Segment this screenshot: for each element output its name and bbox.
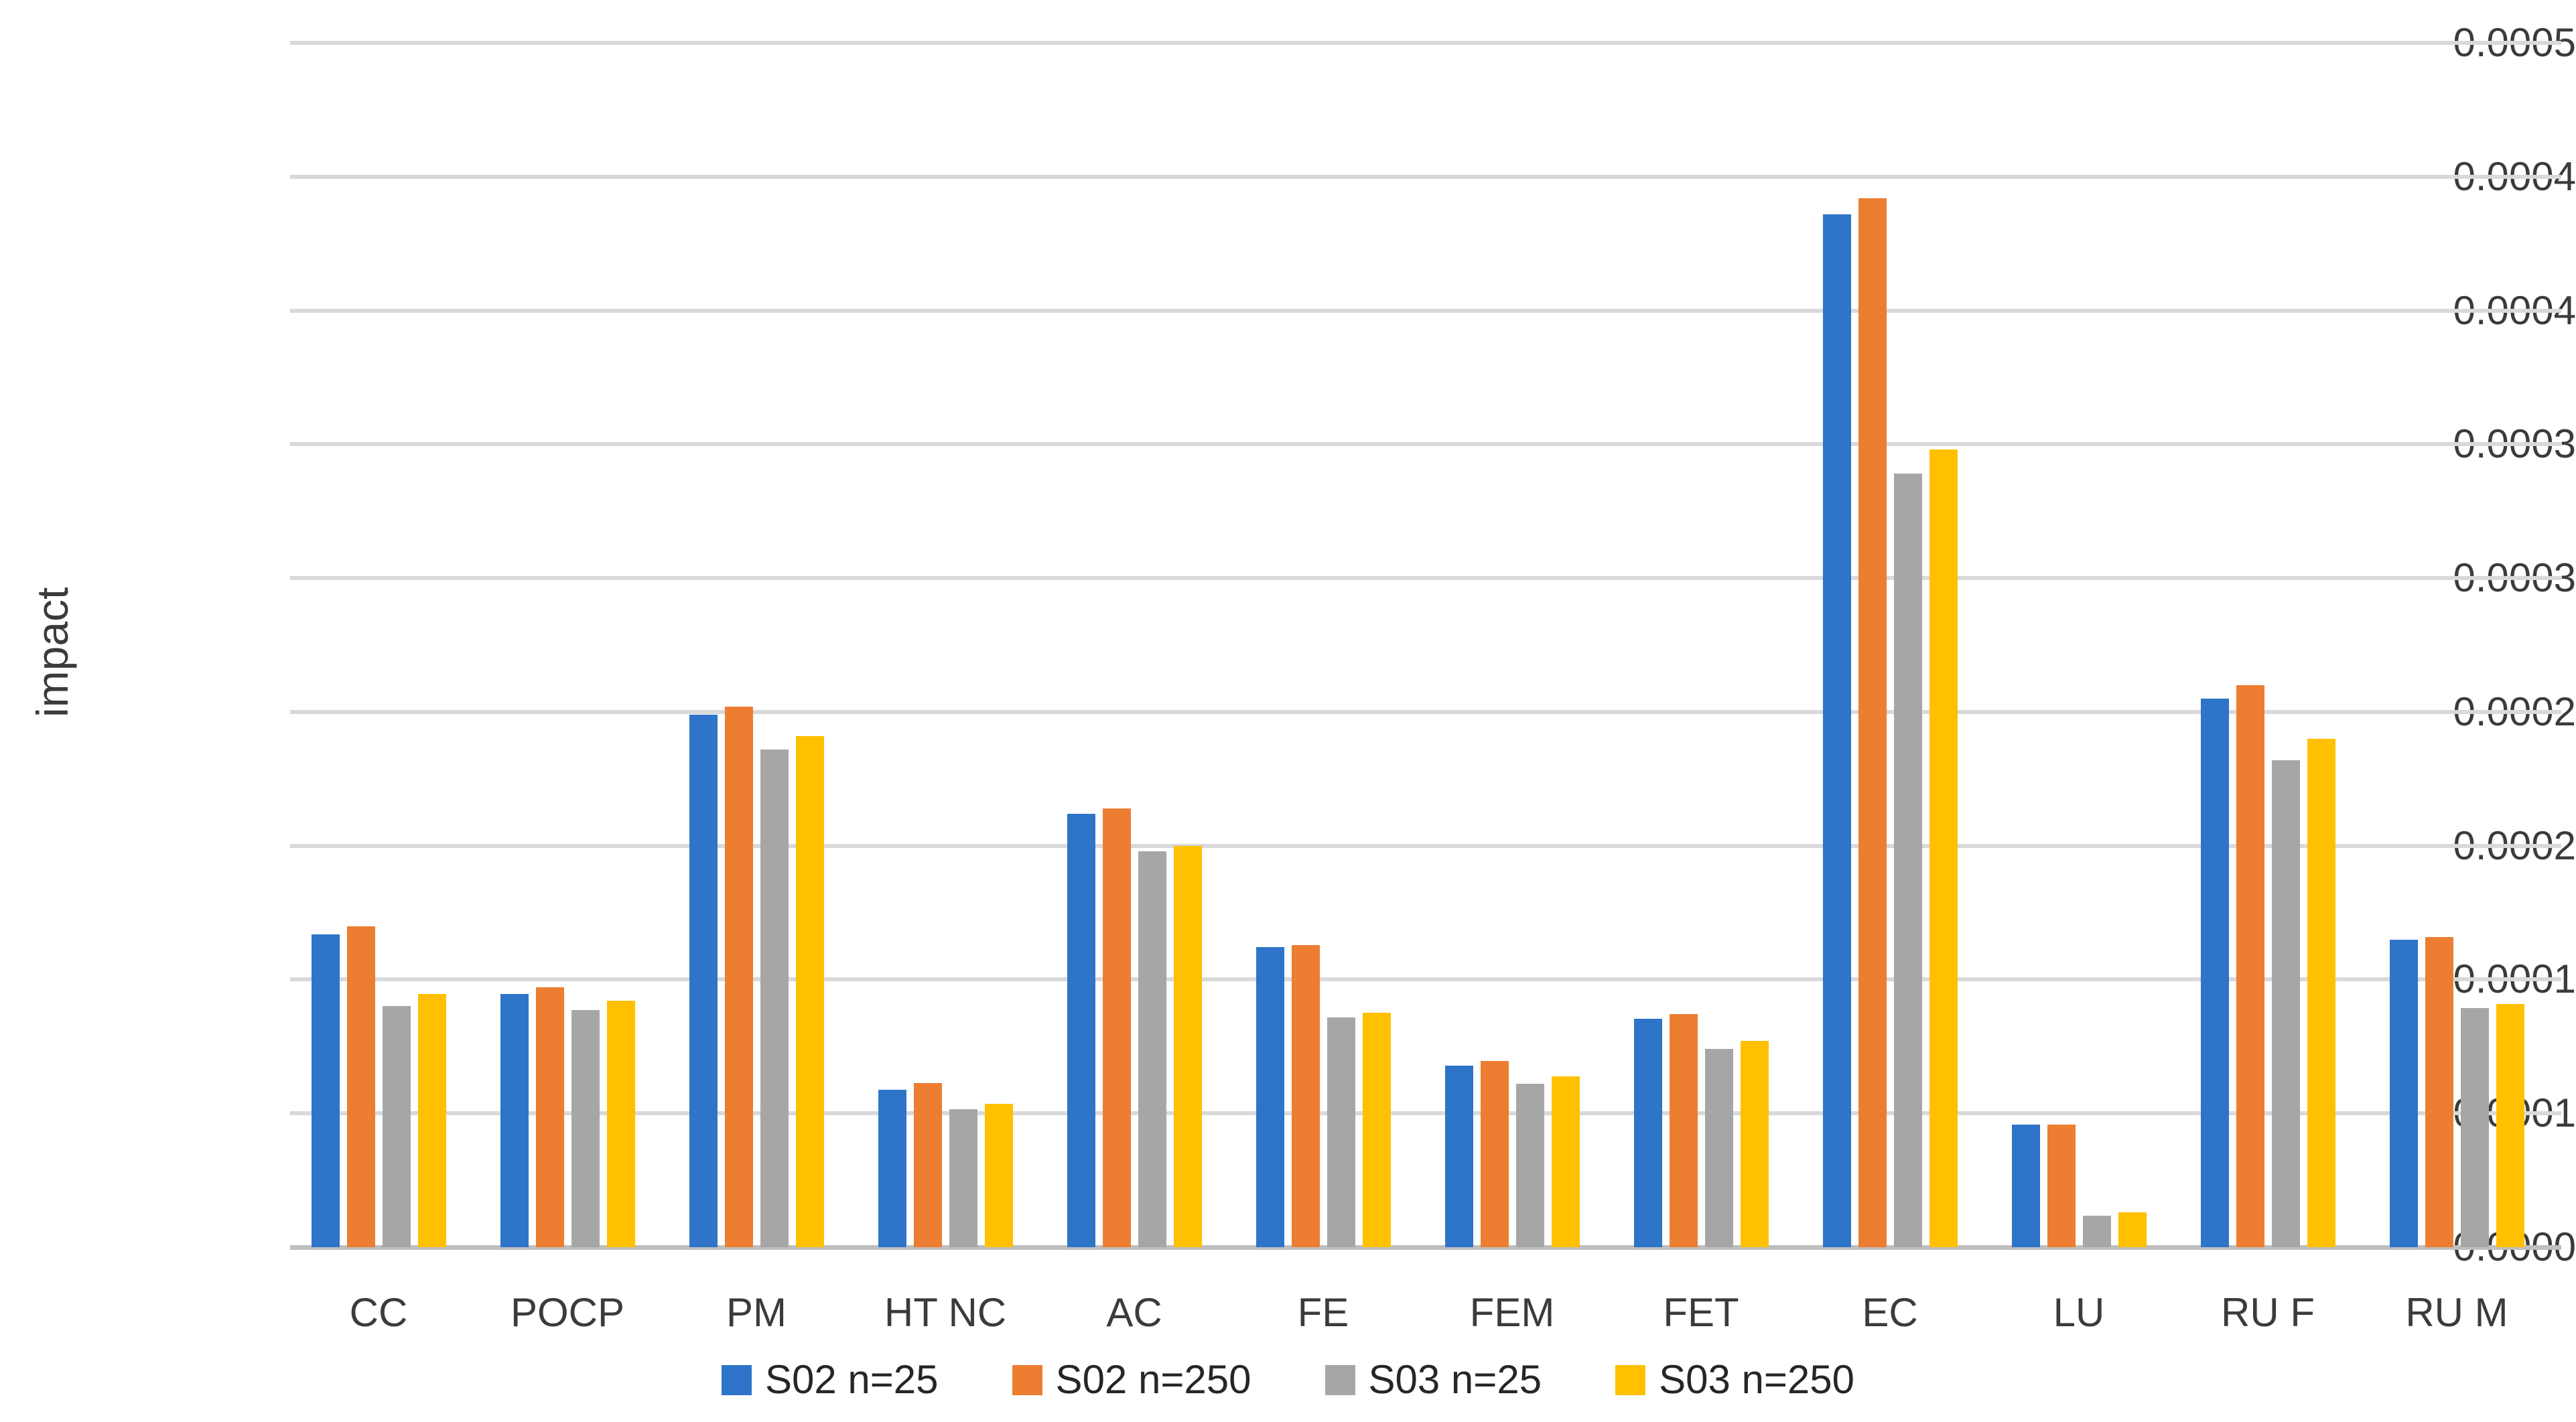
- bar-S03n250-FE: [1363, 1013, 1391, 1247]
- bar-S03n250-LU: [2118, 1212, 2147, 1247]
- bar-S02n250-RUF: [2236, 685, 2264, 1247]
- y-gridline: [290, 977, 2561, 981]
- y-gridline: [290, 309, 2561, 313]
- bar-S02n25-RUM: [2390, 940, 2418, 1247]
- bar-S03n250-CC: [418, 994, 446, 1247]
- bar-S02n25-PM: [689, 715, 718, 1247]
- y-gridline: [290, 576, 2561, 580]
- bar-S02n25-POCP: [500, 994, 529, 1247]
- bar-S03n25-AC: [1138, 851, 1166, 1247]
- bar-S03n250-PM: [796, 736, 824, 1247]
- bar-S02n250-LU: [2047, 1125, 2076, 1247]
- x-tick-label-FET: FET: [1663, 1290, 1739, 1335]
- bar-S02n25-FEM: [1445, 1066, 1473, 1247]
- bar-S03n25-EC: [1894, 474, 1922, 1247]
- legend: S02 n=25 S02 n=250 S03 n=25 S03 n=250: [0, 1360, 2576, 1400]
- x-tick-label-HTNC: HT NC: [884, 1290, 1007, 1335]
- bar-S02n250-AC: [1103, 808, 1131, 1247]
- bar-S03n25-POCP: [571, 1010, 600, 1247]
- bar-S03n25-RUM: [2461, 1008, 2489, 1247]
- bar-S02n250-CC: [347, 926, 375, 1247]
- x-tick-label-AC: AC: [1106, 1290, 1162, 1335]
- bar-S02n250-RUM: [2425, 937, 2453, 1247]
- bar-S03n250-EC: [1929, 449, 1958, 1247]
- bar-S03n250-POCP: [607, 1001, 635, 1247]
- bar-S03n25-FE: [1327, 1017, 1355, 1247]
- bar-S02n250-FE: [1292, 945, 1320, 1247]
- x-tick-label-RUF: RU F: [2221, 1290, 2315, 1335]
- y-gridline: [290, 844, 2561, 848]
- y-gridline: [290, 41, 2561, 45]
- bar-S03n250-RUM: [2496, 1004, 2524, 1247]
- y-gridline: [290, 1111, 2561, 1115]
- legend-label: S02 n=250: [1055, 1357, 1251, 1402]
- legend-swatch-icon: [1615, 1364, 1646, 1395]
- bar-S03n25-HTNC: [949, 1109, 977, 1247]
- bar-S03n250-FEM: [1552, 1076, 1580, 1247]
- x-tick-label-PM: PM: [726, 1290, 787, 1335]
- plot-area: [290, 41, 2561, 1250]
- bar-S02n25-EC: [1823, 214, 1851, 1247]
- y-axis-title: impact: [27, 587, 77, 717]
- bar-S02n250-POCP: [536, 987, 564, 1247]
- x-axis-line: [290, 1245, 2561, 1250]
- legend-label: S03 n=250: [1659, 1357, 1855, 1402]
- bar-S03n25-PM: [760, 750, 789, 1247]
- bar-S03n250-FET: [1741, 1041, 1769, 1247]
- y-gridline: [290, 175, 2561, 179]
- y-gridline: [290, 442, 2561, 446]
- legend-item-S02n250: S02 n=250: [1012, 1360, 1251, 1400]
- bar-S02n25-RUF: [2201, 699, 2229, 1247]
- legend-label: S03 n=25: [1368, 1357, 1542, 1402]
- x-tick-label-POCP: POCP: [510, 1290, 625, 1335]
- bar-S02n25-LU: [2012, 1125, 2040, 1247]
- x-tick-label-RUM: RU M: [2405, 1290, 2508, 1335]
- legend-swatch-icon: [1325, 1364, 1355, 1395]
- bar-S03n25-CC: [383, 1006, 411, 1247]
- bar-S02n25-FET: [1634, 1019, 1662, 1247]
- bar-S02n250-FET: [1670, 1014, 1698, 1247]
- bar-S03n250-AC: [1174, 846, 1202, 1247]
- bar-S03n25-FET: [1705, 1049, 1733, 1247]
- bar-S02n250-PM: [725, 707, 753, 1247]
- x-tick-label-EC: EC: [1862, 1290, 1918, 1335]
- bar-S03n25-RUF: [2272, 760, 2300, 1247]
- bar-S03n250-HTNC: [985, 1104, 1013, 1247]
- bar-S03n250-RUF: [2307, 739, 2335, 1247]
- x-tick-label-LU: LU: [2053, 1290, 2105, 1335]
- legend-item-S03n250: S03 n=250: [1615, 1360, 1854, 1400]
- bar-S03n25-LU: [2083, 1216, 2111, 1247]
- bar-S02n25-CC: [312, 934, 340, 1247]
- legend-label: S02 n=25: [764, 1357, 939, 1402]
- y-gridline: [290, 710, 2561, 714]
- x-tick-label-FEM: FEM: [1469, 1290, 1555, 1335]
- x-tick-label-CC: CC: [349, 1290, 408, 1335]
- bar-S02n250-EC: [1858, 198, 1887, 1247]
- bar-S02n25-HTNC: [878, 1090, 906, 1247]
- bar-S02n250-HTNC: [914, 1083, 942, 1247]
- x-tick-label-FE: FE: [1297, 1290, 1349, 1335]
- bar-S02n25-FE: [1256, 947, 1284, 1247]
- legend-swatch-icon: [1012, 1364, 1042, 1395]
- legend-item-S02n25: S02 n=25: [721, 1357, 939, 1402]
- bar-S02n250-FEM: [1481, 1061, 1509, 1247]
- bar-S03n25-FEM: [1516, 1084, 1544, 1247]
- legend-item-S03n25: S03 n=25: [1325, 1360, 1542, 1400]
- bar-S02n25-AC: [1067, 814, 1095, 1247]
- legend-swatch-icon: [721, 1364, 752, 1395]
